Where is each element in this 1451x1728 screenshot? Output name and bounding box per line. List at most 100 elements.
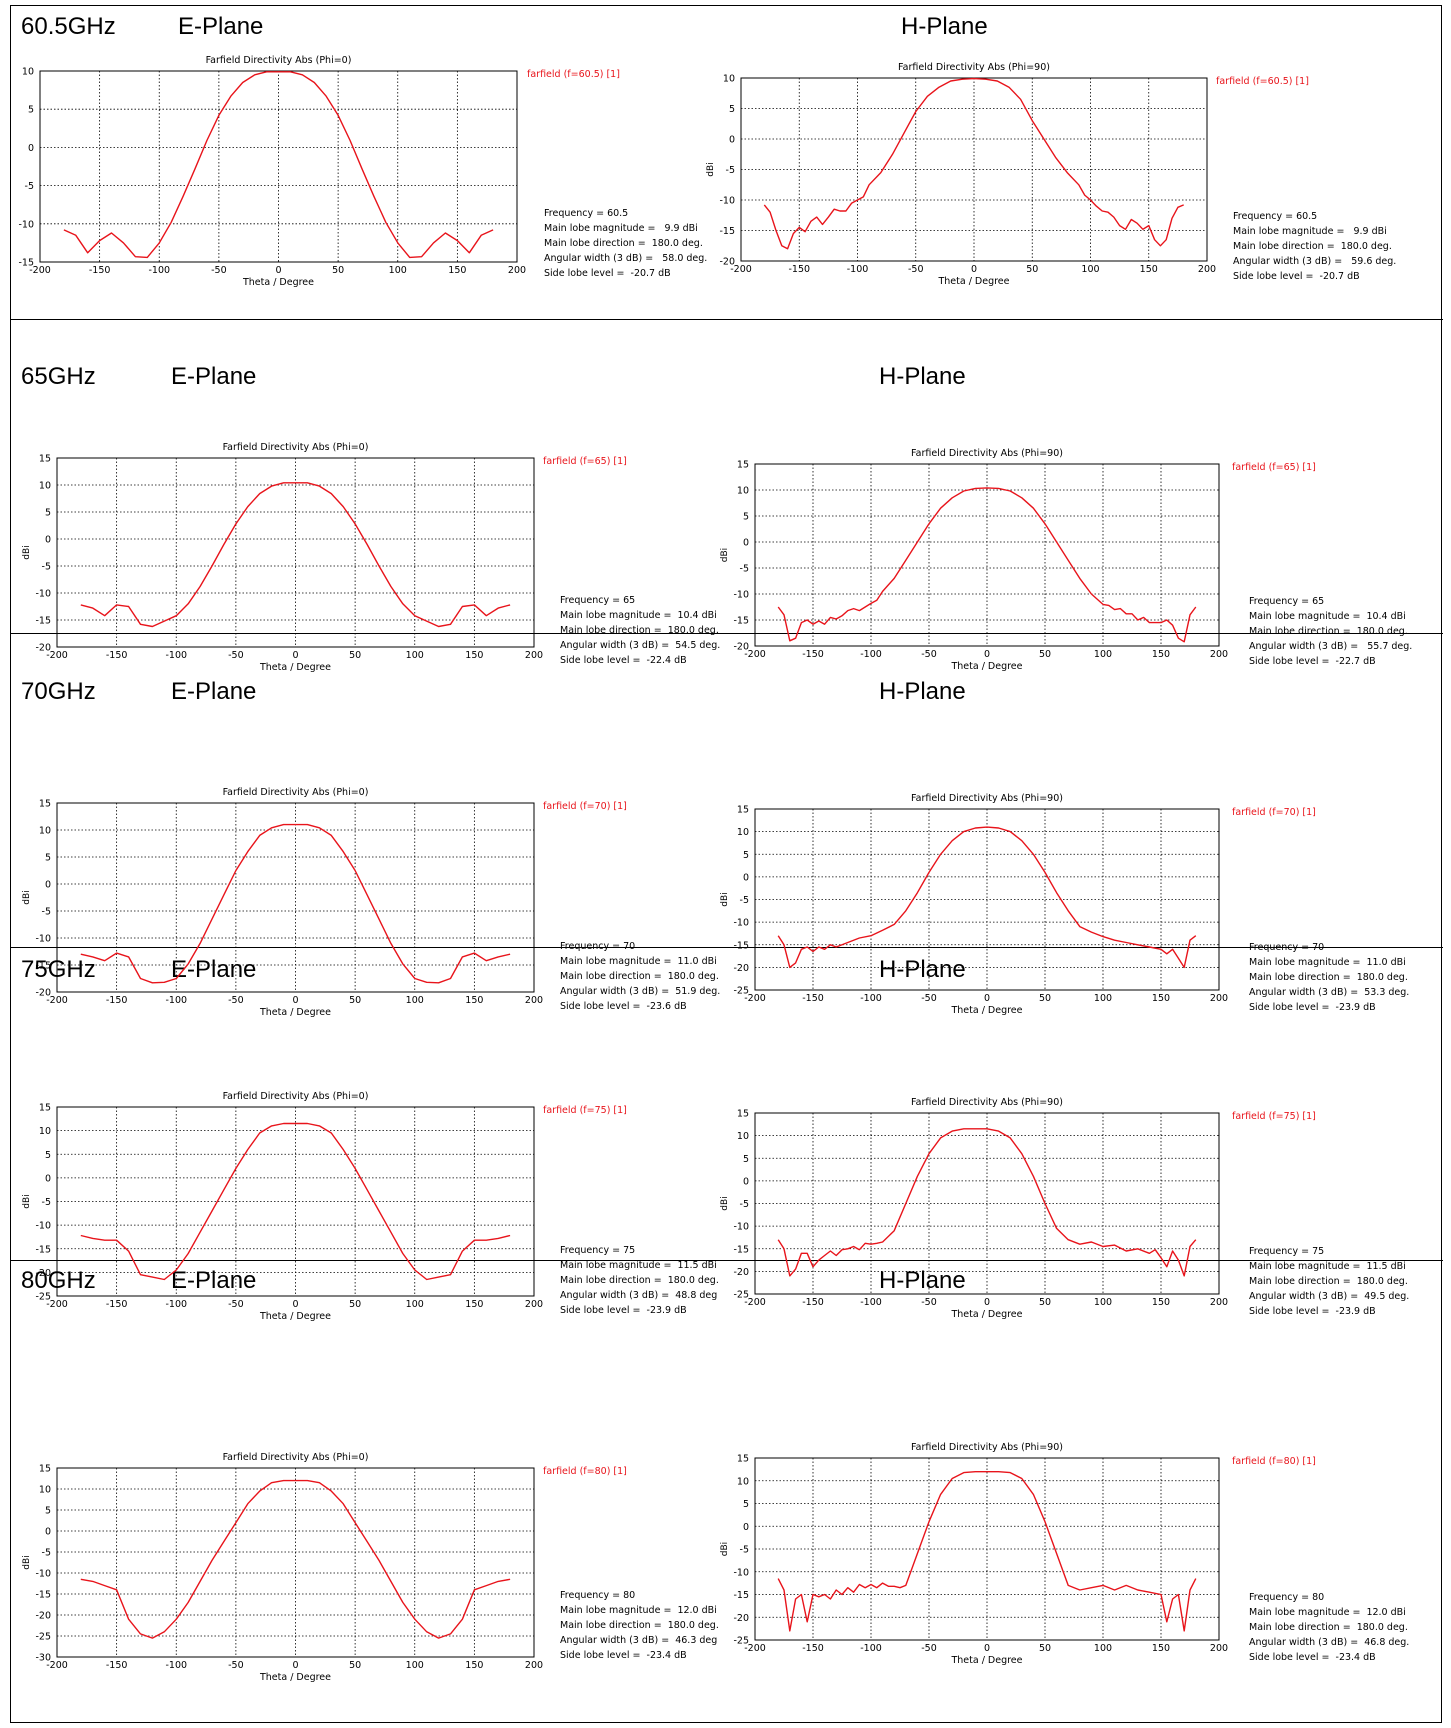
series-line	[763, 77, 1184, 250]
series-line	[777, 1128, 1197, 1277]
y-tick-label: -5	[25, 181, 34, 192]
x-tick-label: 150	[1152, 1297, 1170, 1308]
x-tick-label: -150	[802, 1643, 824, 1654]
y-tick-label: 5	[743, 1154, 749, 1165]
y-tick-label: -15	[719, 226, 735, 237]
plot-frame	[56, 1467, 535, 1658]
y-axis-label: dBi	[706, 162, 716, 176]
x-tick-label: 150	[1152, 1643, 1170, 1654]
y-tick-label: -5	[726, 165, 735, 176]
y-tick-label: -15	[35, 616, 51, 627]
y-tick-label: -20	[733, 642, 749, 653]
info-line: Frequency = 75	[1249, 1246, 1324, 1257]
x-tick-label: -50	[228, 1299, 244, 1310]
x-tick-label: -200	[744, 649, 766, 660]
x-tick-label: -100	[860, 649, 882, 660]
y-tick-label: 0	[743, 1522, 749, 1533]
e-plane-label: E-Plane	[171, 363, 257, 390]
info-line: Angular width (3 dB) = 46.8 deg.	[1249, 1637, 1409, 1648]
chart-title: Farfield Directivity Abs (Phi=0)	[223, 1091, 369, 1102]
x-tick-label: 200	[1210, 993, 1228, 1004]
frequency-label-75ghz: 75GHz	[21, 956, 96, 983]
plot-frame	[56, 802, 535, 993]
y-tick-label: 15	[737, 805, 749, 816]
x-tick-label: -100	[847, 264, 869, 275]
x-tick-label: 100	[406, 995, 424, 1006]
e-plane-label: E-Plane	[171, 678, 257, 705]
y-tick-label: -10	[733, 1567, 749, 1578]
x-tick-label: -200	[46, 650, 68, 661]
x-tick-label: 150	[1152, 649, 1170, 660]
x-tick-label: 150	[465, 1660, 483, 1671]
series-line	[63, 71, 494, 259]
info-line: Main lobe direction = 180.0 deg.	[1233, 241, 1392, 252]
plot-frame	[56, 457, 535, 648]
y-tick-label: -25	[35, 1632, 51, 1643]
x-tick-label: 0	[292, 995, 298, 1006]
x-tick-label: 50	[1039, 1297, 1051, 1308]
y-tick-label: 10	[737, 1476, 749, 1487]
y-tick-label: 10	[39, 1126, 51, 1137]
y-tick-label: 0	[743, 1176, 749, 1187]
info-line: Main lobe magnitude = 11.0 dBi	[560, 956, 717, 967]
x-tick-label: 150	[465, 995, 483, 1006]
chart-title: Farfield Directivity Abs (Phi=0)	[223, 1452, 369, 1463]
info-line: Frequency = 70	[1249, 942, 1324, 953]
info-line: Frequency = 60.5	[544, 208, 628, 219]
x-axis-label: Theta / Degree	[242, 277, 314, 288]
info-line: Side lobe level = -22.4 dB	[560, 655, 687, 666]
info-line: Main lobe magnitude = 12.0 dBi	[560, 1605, 717, 1616]
y-tick-label: -25	[35, 1292, 51, 1303]
y-tick-label: 15	[737, 1109, 749, 1120]
x-tick-label: -100	[860, 1297, 882, 1308]
h-plane-label: H-Plane	[879, 956, 966, 983]
info-line: Angular width (3 dB) = 46.3 deg	[560, 1635, 717, 1646]
info-line: Angular width (3 dB) = 55.7 deg.	[1249, 641, 1412, 652]
y-tick-label: -5	[740, 1199, 749, 1210]
h-plane-label: H-Plane	[879, 678, 966, 705]
info-line: Main lobe direction = 180.0 deg.	[560, 1620, 719, 1631]
x-tick-label: -150	[106, 1660, 128, 1671]
y-tick-label: -10	[35, 1221, 51, 1232]
info-line: Main lobe magnitude = 11.0 dBi	[1249, 957, 1406, 968]
y-tick-label: 5	[743, 512, 749, 523]
x-tick-label: 200	[525, 650, 543, 661]
y-tick-label: 15	[39, 799, 51, 810]
chart-title: Farfield Directivity Abs (Phi=90)	[911, 1097, 1063, 1108]
y-tick-label: 10	[39, 1485, 51, 1496]
y-tick-label: -5	[42, 562, 51, 573]
x-tick-label: -200	[29, 265, 51, 276]
y-tick-label: -25	[733, 986, 749, 997]
info-line: Main lobe magnitude = 10.4 dBi	[560, 610, 717, 621]
x-tick-label: 50	[349, 995, 361, 1006]
x-tick-label: -100	[148, 265, 170, 276]
chart-title: Farfield Directivity Abs (Phi=90)	[911, 1442, 1063, 1453]
x-tick-label: 0	[292, 1660, 298, 1671]
x-tick-label: 150	[448, 265, 466, 276]
legend-entry: farfield (f=65) [1]	[543, 456, 627, 467]
x-tick-label: -100	[860, 1643, 882, 1654]
y-tick-label: -10	[719, 196, 735, 207]
y-tick-label: 5	[729, 104, 735, 115]
x-axis-label: Theta / Degree	[259, 1007, 331, 1018]
info-line: Main lobe magnitude = 12.0 dBi	[1249, 1607, 1406, 1618]
x-tick-label: -150	[788, 264, 810, 275]
x-tick-label: 200	[525, 1299, 543, 1310]
x-tick-label: 0	[971, 264, 977, 275]
x-tick-label: -150	[802, 1297, 824, 1308]
info-line: Main lobe magnitude = 10.4 dBi	[1249, 611, 1406, 622]
x-tick-label: -50	[921, 1297, 937, 1308]
x-tick-label: -100	[165, 995, 187, 1006]
y-tick-label: 5	[743, 1499, 749, 1510]
info-line: Side lobe level = -22.7 dB	[1249, 656, 1376, 667]
y-axis-label: dBi	[22, 1555, 32, 1569]
y-tick-label: 10	[39, 826, 51, 837]
x-tick-label: -150	[89, 265, 111, 276]
y-tick-label: 10	[39, 481, 51, 492]
y-tick-label: -25	[733, 1636, 749, 1647]
y-tick-label: 15	[39, 454, 51, 465]
x-tick-label: 100	[406, 1660, 424, 1671]
x-tick-label: 50	[332, 265, 344, 276]
x-tick-label: 100	[1081, 264, 1099, 275]
info-line: Frequency = 80	[560, 1590, 635, 1601]
